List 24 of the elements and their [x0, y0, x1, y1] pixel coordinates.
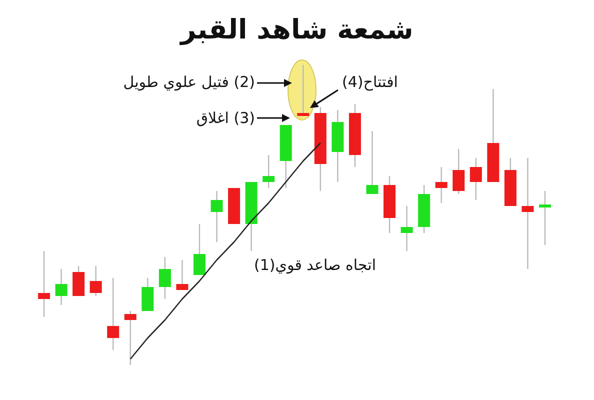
annotation: اتجاه صاعد قوي(1) — [254, 256, 376, 274]
candlestick — [107, 277, 120, 351]
chart-title: شمعة شاهد القبر — [178, 14, 414, 46]
candlestick — [142, 277, 154, 312]
candlestick — [55, 268, 68, 306]
annotation: افتتاح(4) — [342, 73, 398, 91]
candlestick — [366, 130, 378, 195]
candlestick — [522, 157, 534, 270]
candlestick — [435, 166, 448, 204]
candlestick — [72, 265, 85, 297]
candlestick — [38, 250, 50, 318]
candlestick — [539, 190, 551, 246]
candlestick — [262, 154, 275, 189]
candlestick — [176, 259, 188, 291]
candlestick — [400, 205, 413, 252]
candlestick — [90, 265, 102, 297]
candlestick — [124, 310, 136, 366]
annotation: (2) فتيل علوي طويل — [123, 73, 255, 91]
candlestick — [452, 148, 465, 195]
candlestick — [158, 256, 171, 300]
candlestick — [193, 223, 206, 276]
annotation: (3) اغلاق — [196, 109, 255, 127]
candlestick — [210, 190, 223, 243]
candlestick — [470, 157, 482, 201]
